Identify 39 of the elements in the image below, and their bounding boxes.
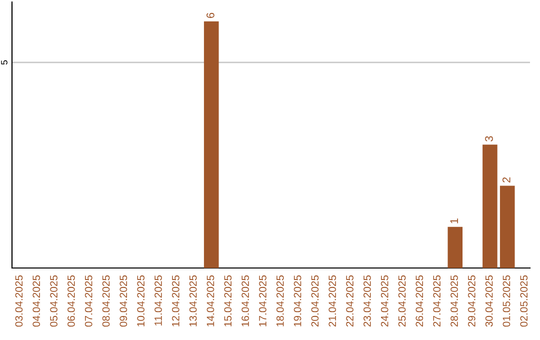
x-tick-label: 20.04.2025 xyxy=(311,275,319,327)
data-label: 2 xyxy=(502,177,510,182)
x-tick-label: 03.04.2025 xyxy=(15,275,23,327)
x-tick-label: 21.04.2025 xyxy=(328,275,336,327)
x-tick-label: 07.04.2025 xyxy=(84,275,92,327)
x-tick-label: 25.04.2025 xyxy=(398,275,406,327)
x-tick-label: 19.04.2025 xyxy=(294,275,302,326)
x-tick-label: 06.04.2025 xyxy=(67,275,75,327)
x-tick-label: 15.04.2025 xyxy=(224,275,232,326)
x-tick-label: 18.04.2025 xyxy=(276,275,284,326)
x-tick-label: 08.04.2025 xyxy=(102,275,110,327)
x-tick-label: 05.04.2025 xyxy=(50,275,58,327)
x-tick-label: 11.04.2025 xyxy=(154,275,162,326)
x-tick-label: 04.04.2025 xyxy=(32,275,40,327)
x-tick-label: 01.05.2025 xyxy=(502,275,510,327)
bar xyxy=(500,186,515,268)
data-label: 6 xyxy=(206,12,214,18)
bar xyxy=(204,21,219,268)
x-tick-label: 12.04.2025 xyxy=(172,275,180,326)
x-tick-label: 29.04.2025 xyxy=(468,275,476,327)
bar xyxy=(448,226,463,268)
x-tick-label: 10.04.2025 xyxy=(137,275,145,326)
data-label: 3 xyxy=(485,136,493,142)
x-tick-label: 17.04.2025 xyxy=(259,275,266,326)
x-tick-label: 27.04.2025 xyxy=(433,275,441,327)
x-tick-label: 02.05.2025 xyxy=(520,275,528,327)
x-tick-label: 28.04.2025 xyxy=(450,275,458,327)
bar xyxy=(482,144,498,268)
x-tick-label: 26.04.2025 xyxy=(416,275,424,327)
x-tick-label: 22.04.2025 xyxy=(346,275,354,327)
x-tick-label: 24.04.2025 xyxy=(380,275,388,327)
y-tick-label: 5 xyxy=(1,60,8,65)
x-tick-label: 16.04.2025 xyxy=(242,275,249,326)
x-tick-label: 14.04.2025 xyxy=(206,275,214,326)
x-tick-label: 09.04.2025 xyxy=(120,275,128,327)
data-label: 1 xyxy=(450,218,458,224)
x-tick-label: 30.04.2025 xyxy=(485,275,493,327)
x-tick-label: 13.04.2025 xyxy=(189,275,197,326)
x-tick-label: 23.04.2025 xyxy=(363,275,371,327)
